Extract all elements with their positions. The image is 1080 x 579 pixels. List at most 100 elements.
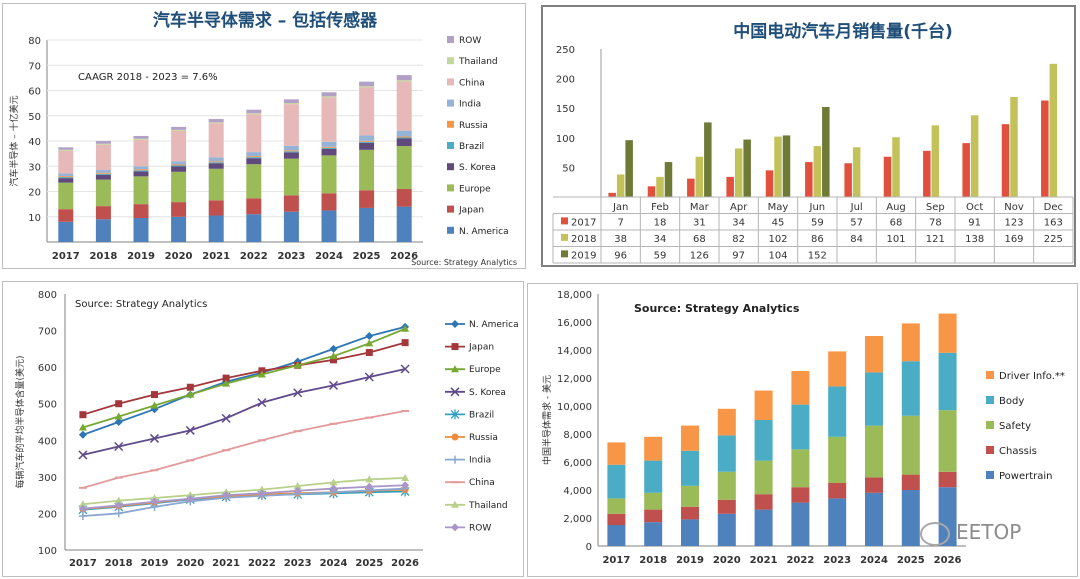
legend-swatch	[447, 36, 454, 43]
table-cell: 97	[732, 250, 745, 261]
legend-label: Thailand	[458, 57, 498, 67]
data-point	[78, 423, 87, 431]
legend-marker	[451, 365, 459, 373]
bar-segment-row	[396, 75, 412, 81]
x-tick-label: 2022	[240, 251, 268, 262]
table-cell: 18	[654, 217, 667, 228]
y-tick-label: 2,000	[563, 514, 592, 525]
bar-2019	[704, 122, 712, 197]
x-tick-label: 2026	[934, 555, 962, 566]
bar-segment-body	[791, 404, 810, 450]
bar-segment-n-america	[359, 207, 375, 242]
y-tick-label: 60	[28, 87, 41, 98]
bar-segment-europe	[133, 176, 149, 205]
chart-panel-content-per-vehicle: 100 200 300 400 500 600 700 800 2017 2018 2019 2020…	[2, 281, 524, 577]
bar-segment-safety	[938, 410, 957, 472]
y-axis-label: 汽车半导体 – 十亿美元	[8, 95, 20, 186]
y-tick-label: 200	[38, 509, 57, 520]
table-cell: 102	[768, 234, 787, 245]
legend-swatch	[986, 396, 994, 404]
legend-label: N. America	[459, 227, 509, 237]
bar-2018	[734, 148, 743, 197]
bar-2019	[664, 162, 673, 197]
legend-marker	[451, 523, 459, 532]
bar-segment-india	[321, 141, 337, 147]
legend-label: Safety	[999, 421, 1031, 432]
bar-segment-s-korea	[171, 166, 187, 172]
bar-segment-russia	[95, 172, 111, 174]
bar-segment-safety	[607, 498, 626, 514]
data-point	[401, 339, 409, 347]
table-cell: 163	[1044, 217, 1063, 228]
bar-segment-japan	[95, 206, 111, 220]
table-cell: 101	[886, 234, 905, 245]
bar-segment-s-korea	[321, 148, 337, 156]
x-tick-label: 2025	[897, 555, 925, 566]
data-point	[114, 509, 123, 518]
bar-segment-chassis	[791, 487, 810, 503]
data-point	[329, 484, 338, 493]
bar-segment-thailand	[58, 149, 74, 151]
x-tick-label: 2017	[602, 555, 630, 566]
table-cell: 138	[965, 234, 984, 245]
legend-label: Brazil	[459, 142, 484, 152]
bar-2017	[608, 192, 616, 197]
legend-swatch	[447, 205, 454, 213]
y-tick-label: 150	[556, 104, 575, 115]
series-line-china	[82, 410, 406, 489]
bar-segment-thailand	[359, 86, 375, 88]
x-tick-label: 2025	[355, 558, 383, 569]
bar-segment-thailand	[246, 113, 262, 115]
y-tick-label: 100	[556, 134, 575, 145]
bar-segment-n-america	[133, 218, 149, 242]
bar-segment-s-korea	[95, 174, 111, 180]
y-tick-label: 70	[28, 61, 41, 72]
x-tick-label: 2020	[165, 251, 193, 262]
bar-segment-s-korea	[283, 152, 299, 159]
table-series-label: 2018	[571, 234, 596, 245]
x-tick-label: 2019	[676, 555, 704, 566]
bar-segment-china	[95, 144, 111, 171]
data-point	[186, 383, 194, 391]
bar-segment-china	[283, 104, 299, 146]
x-tick-label: 2021	[202, 251, 230, 262]
data-point	[114, 501, 123, 510]
bar-segment-driver-info-	[717, 408, 736, 436]
legend-label: Chassis	[999, 446, 1037, 457]
series-line-row	[82, 484, 406, 510]
bar-segment-russia	[208, 161, 224, 163]
table-series-label: 2017	[571, 217, 596, 228]
legend-marker	[451, 455, 459, 464]
legend-label: N. America	[469, 320, 519, 330]
bar-segment-europe	[246, 164, 262, 199]
bar-segment-chassis	[938, 471, 957, 488]
watermark-text: EETOP	[956, 520, 1022, 544]
x-tick-label: 2024	[315, 251, 343, 262]
bar-segment-chassis	[754, 494, 773, 510]
y-tick-label: 800	[38, 290, 57, 301]
data-point	[186, 390, 195, 398]
bar-segment-body	[865, 372, 883, 426]
bar-2018	[656, 176, 664, 197]
data-point	[364, 372, 374, 382]
table-cell: 78	[929, 217, 942, 228]
x-tick-label: Aug	[886, 202, 906, 213]
bar-segment-n-america	[246, 214, 262, 242]
table-cell: 123	[1004, 217, 1023, 228]
bar-2017	[1001, 124, 1010, 197]
bar-segment-china	[58, 150, 74, 174]
y-tick-label: 8,000	[563, 430, 592, 441]
bar-segment-powertrain	[865, 492, 883, 546]
table-cell: 59	[811, 217, 824, 228]
source-note: Source: Strategy Analytics	[634, 302, 800, 315]
annotation-caagr: CAAGR 2018 - 2023 = 7.6%	[78, 72, 218, 83]
legend-marker	[451, 500, 459, 508]
chart-panel-semiconductor-demand: 汽车半导体需求 – 包括传感器 10 20 30 40 50 60 70 80 汽车半导体 – 十…	[2, 3, 526, 269]
legend-label: India	[469, 456, 491, 466]
bar-segment-europe	[283, 158, 299, 196]
x-tick-label: 2026	[390, 251, 418, 262]
bar-segment-china	[208, 123, 224, 158]
data-point	[150, 401, 159, 409]
data-point	[257, 398, 267, 408]
data-point	[78, 511, 87, 520]
